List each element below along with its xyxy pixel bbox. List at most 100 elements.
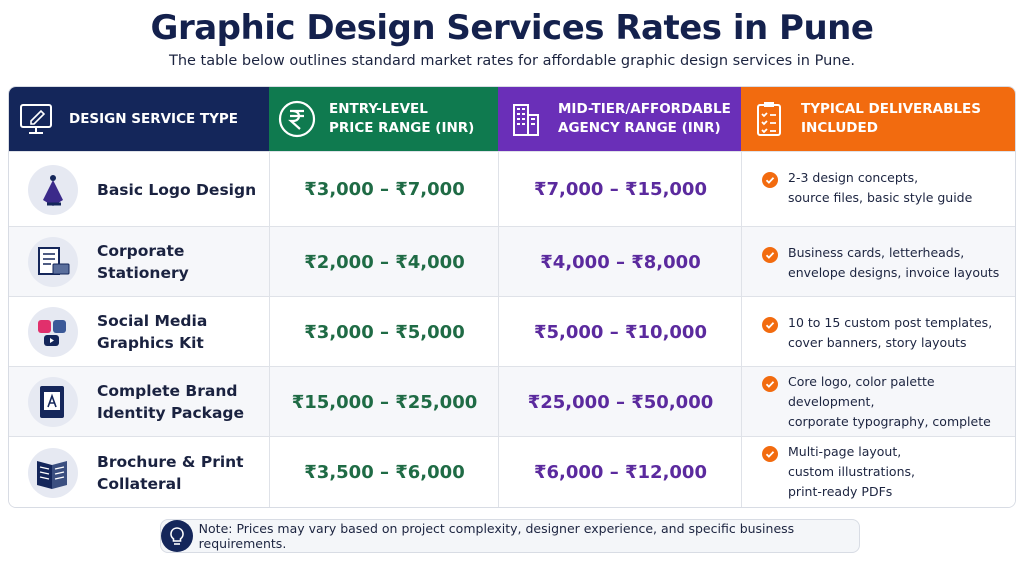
- mid-price: ₹7,000 – ₹15,000: [534, 179, 707, 200]
- service-line: Social Media: [97, 312, 208, 330]
- header-cell: ENTRY-LEVEL PRICE RANGE (INR): [269, 87, 498, 151]
- header-cell: MID-TIER/AFFORDABLE AGENCY RANGE (INR): [498, 87, 741, 151]
- deliverables-cell: Multi-page layout, custom illustrations, p…: [741, 437, 1015, 507]
- entry-price: ₹3,500 – ₹6,000: [304, 462, 465, 483]
- service-icon: [27, 306, 79, 358]
- mid-price: ₹6,000 – ₹12,000: [534, 462, 707, 483]
- header-line: INCLUDED: [801, 120, 878, 136]
- deliverable-line: Business cards, letterheads,: [788, 245, 965, 260]
- deliverables-cell: 10 to 15 custom post templates, cover ban…: [741, 297, 1015, 367]
- deliverables: Multi-page layout, custom illustrations, p…: [788, 442, 915, 502]
- service-icon: [27, 376, 79, 428]
- header-icon: [269, 99, 325, 139]
- header-text: TYPICAL DELIVERABLES INCLUDED: [801, 100, 981, 138]
- service-line: Corporate: [97, 242, 185, 260]
- mid-cell: ₹4,000 – ₹8,000: [498, 227, 742, 297]
- header-icon: [9, 101, 65, 137]
- header-line: MID-TIER/AFFORDABLE: [558, 101, 731, 117]
- mid-cell: ₹7,000 – ₹15,000: [498, 152, 742, 227]
- deliverable-line: 2-3 design concepts,: [788, 170, 919, 185]
- service-line: Complete Brand: [97, 382, 238, 400]
- deliverables: 10 to 15 custom post templates, cover ban…: [788, 313, 992, 353]
- table-row: Corporate Stationery ₹2,000 – ₹4,000 ₹4,000…: [9, 226, 1015, 297]
- header-text: ENTRY-LEVEL PRICE RANGE (INR): [329, 100, 474, 138]
- header-text: MID-TIER/AFFORDABLE AGENCY RANGE (INR): [558, 100, 731, 138]
- deliverable-line: corporate typography, complete: [788, 414, 991, 429]
- service-cell: Corporate Stationery: [9, 227, 269, 297]
- entry-price: ₹3,000 – ₹5,000: [304, 321, 465, 343]
- deliverable-line: envelope designs, invoice layouts: [788, 265, 1000, 280]
- service-line: Basic Logo Design: [97, 180, 257, 199]
- table-row: Basic Logo Design ₹3,000 – ₹7,000 ₹7,000 –…: [9, 151, 1015, 227]
- header-icon: [498, 99, 554, 139]
- mid-price: ₹5,000 – ₹10,000: [534, 321, 707, 343]
- service-name: Basic Logo Design: [97, 179, 256, 201]
- mid-price: ₹4,000 – ₹8,000: [540, 251, 701, 273]
- bulb-icon: [161, 520, 193, 552]
- header-cell: DESIGN SERVICE TYPE: [9, 87, 269, 151]
- service-name: Social Media Graphics Kit: [97, 310, 207, 354]
- check-icon: [762, 446, 778, 466]
- entry-price: ₹15,000 – ₹25,000: [291, 391, 478, 413]
- entry-cell: ₹15,000 – ₹25,000: [269, 367, 499, 437]
- entry-cell: ₹3,000 – ₹7,000: [269, 152, 499, 227]
- header-line: ENTRY-LEVEL: [329, 101, 428, 117]
- deliverables-cell: 2-3 design concepts, source files, basic …: [741, 152, 1015, 227]
- header-line: AGENCY RANGE (INR): [558, 120, 721, 136]
- deliverable-line: cover banners, story layouts: [788, 335, 967, 350]
- entry-price: ₹3,000 – ₹7,000: [304, 179, 465, 200]
- service-icon: [27, 447, 79, 499]
- table-row: Brochure & Print Collateral ₹3,500 – ₹6,00…: [9, 436, 1015, 507]
- check-icon: [762, 376, 778, 396]
- deliverables: 2-3 design concepts, source files, basic …: [788, 168, 972, 208]
- table-row: Complete Brand Identity Package ₹15,000 – …: [9, 366, 1015, 449]
- service-name: Corporate Stationery: [97, 240, 189, 284]
- header-line: DESIGN SERVICE TYPE: [69, 110, 238, 127]
- deliverable-line: Core logo, color palette development,: [788, 374, 935, 409]
- service-name: Brochure & Print Collateral: [97, 451, 244, 495]
- deliverables-cell: Core logo, color palette development, cor…: [741, 367, 1015, 449]
- entry-cell: ₹2,000 – ₹4,000: [269, 227, 499, 297]
- rates-table: DESIGN SERVICE TYPE ENTRY-LEVEL PRICE RANG…: [8, 86, 1016, 508]
- deliverables: Business cards, letterheads, envelope des…: [788, 243, 999, 283]
- deliverables-cell: Business cards, letterheads, envelope des…: [741, 227, 1015, 297]
- service-icon: [27, 236, 79, 288]
- header-line: TYPICAL DELIVERABLES: [801, 101, 981, 117]
- entry-cell: ₹3,500 – ₹6,000: [269, 437, 499, 507]
- title: Graphic Design Services Rates in Pune: [150, 8, 874, 48]
- mid-price: ₹25,000 – ₹50,000: [527, 391, 714, 413]
- header-cell: TYPICAL DELIVERABLES INCLUDED: [741, 87, 1015, 151]
- deliverable-line: Multi-page layout,: [788, 444, 902, 459]
- table-row: Social Media Graphics Kit ₹3,000 – ₹5,000 ₹…: [9, 296, 1015, 367]
- entry-cell: ₹3,000 – ₹5,000: [269, 297, 499, 367]
- deliverable-line: print-ready PDFs: [788, 484, 893, 499]
- check-icon: [762, 172, 778, 192]
- entry-price: ₹2,000 – ₹4,000: [304, 251, 465, 273]
- service-line: Brochure & Print: [97, 452, 244, 471]
- check-icon: [762, 317, 778, 337]
- mid-cell: ₹25,000 – ₹50,000: [498, 367, 742, 437]
- deliverable-line: source files, basic style guide: [788, 190, 973, 205]
- service-cell: Brochure & Print Collateral: [9, 437, 269, 507]
- service-line: Collateral: [97, 474, 182, 493]
- check-icon: [762, 247, 778, 267]
- service-cell: Basic Logo Design: [9, 152, 269, 227]
- subtitle: The table below outlines standard market…: [168, 53, 856, 69]
- service-icon: [27, 164, 79, 216]
- note-box: Note: Prices may vary based on project c…: [160, 519, 860, 553]
- service-cell: Social Media Graphics Kit: [9, 297, 269, 367]
- header-text: DESIGN SERVICE TYPE: [69, 110, 238, 129]
- service-line: Graphics Kit: [97, 334, 204, 352]
- service-line: Identity Package: [97, 404, 245, 422]
- header-icon: [741, 99, 797, 139]
- mid-cell: ₹6,000 – ₹12,000: [498, 437, 742, 507]
- service-name: Complete Brand Identity Package: [97, 380, 244, 424]
- note-text: Note: Prices may vary based on project c…: [198, 521, 795, 551]
- service-line: Stationery: [97, 264, 189, 282]
- service-cell: Complete Brand Identity Package: [9, 367, 269, 437]
- header-line: PRICE RANGE (INR): [329, 120, 475, 136]
- mid-cell: ₹5,000 – ₹10,000: [498, 297, 742, 367]
- deliverable-line: custom illustrations,: [788, 464, 915, 479]
- deliverable-line: 10 to 15 custom post templates,: [788, 315, 993, 330]
